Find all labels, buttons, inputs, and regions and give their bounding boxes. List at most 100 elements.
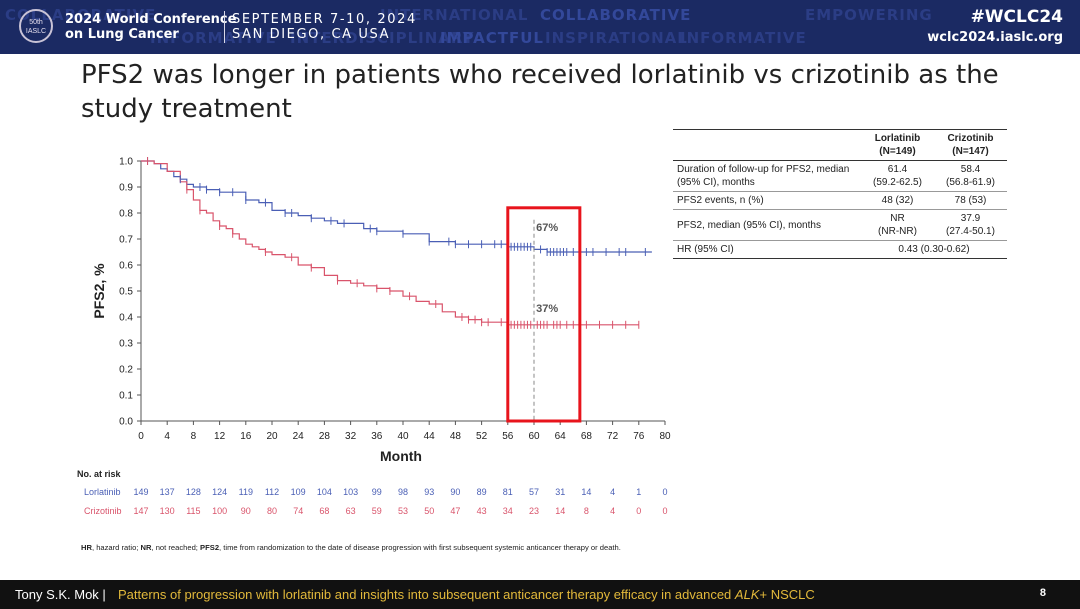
lorlatinib-at-risk-value: 0 <box>662 487 667 497</box>
highlight-box <box>506 206 582 423</box>
banner-ghost-word: INFORMATIVE <box>680 29 807 47</box>
banner-ghost-word: INFORMATIVE <box>150 29 277 47</box>
lorlatinib-landmark-label: 67% <box>536 222 558 234</box>
summary-cell-lorlatinib: NR (NR-NR) <box>878 213 917 237</box>
footnote-pfs2-def: , time from randomization to the date of… <box>219 543 621 552</box>
crizotinib-at-risk-value: 63 <box>346 506 356 516</box>
x-tick-label: 60 <box>528 431 540 442</box>
summary-row-median: PFS2, median (95% CI), months NR (NR-NR)… <box>673 210 1007 241</box>
summary-cell-hr: 0.43 (0.30-0.62) <box>898 244 970 255</box>
conference-website-link[interactable]: wclc2024.iaslc.org <box>927 30 1063 45</box>
crizotinib-at-risk-value: 90 <box>241 506 251 516</box>
y-tick-label: 0.6 <box>119 261 133 272</box>
x-tick-label: 20 <box>266 431 278 442</box>
y-tick-label: 0.4 <box>119 313 133 324</box>
lorlatinib-at-risk-value: 112 <box>265 487 279 497</box>
y-tick-label: 0.9 <box>119 183 133 194</box>
lorlatinib-at-risk-value: 90 <box>450 487 460 497</box>
crizotinib-at-risk-value: 8 <box>584 506 589 516</box>
lorlatinib-at-risk-value: 128 <box>186 487 201 497</box>
x-tick-label: 64 <box>555 431 567 442</box>
crizotinib-at-risk-value: 53 <box>398 506 408 516</box>
presentation-title-end: + NSCLC <box>759 587 815 602</box>
conference-dates-line1: SEPTEMBER 7-10, 2024 <box>232 12 417 27</box>
chart-curves <box>141 160 652 326</box>
crizotinib-at-risk-value: 100 <box>212 506 227 516</box>
speaker-name: Tony S.K. Mok | <box>15 587 106 602</box>
conference-hashtag: #WCLC24 <box>970 7 1063 27</box>
footnote-hr-def: , hazard ratio; <box>91 543 141 552</box>
banner-ghost-word: INSPIRATIONAL <box>545 29 688 47</box>
lorlatinib-at-risk-value: 89 <box>477 487 487 497</box>
x-tick-label: 0 <box>138 431 144 442</box>
lorlatinib-at-risk-value: 99 <box>372 487 382 497</box>
x-axis-title: Month <box>380 448 422 464</box>
iaslc-anniversary-logo: 50th IASLC <box>19 9 53 43</box>
lorlatinib-at-risk-value: 81 <box>503 487 513 497</box>
y-axis-title: PFS2, % <box>91 263 107 319</box>
crizotinib-curve <box>141 160 639 326</box>
x-tick-label: 40 <box>397 431 409 442</box>
crizotinib-at-risk-value: 43 <box>477 506 487 516</box>
conference-location: SAN DIEGO, CA USA <box>232 27 391 42</box>
summary-row-label: PFS2 events, n (%) <box>677 195 764 206</box>
abbreviation-footnote: HR, hazard ratio; NR, not reached; PFS2,… <box>81 543 621 552</box>
summary-row-label: PFS2, median (95% CI), months <box>677 219 821 231</box>
x-tick-label: 48 <box>450 431 462 442</box>
x-tick-label: 56 <box>502 431 514 442</box>
crizotinib-at-risk-value: 0 <box>662 506 667 516</box>
summary-cell-lorlatinib: 48 (32) <box>881 195 914 206</box>
crizotinib-at-risk-value: 130 <box>160 506 175 516</box>
crizotinib-at-risk-value: 68 <box>319 506 329 516</box>
lorlatinib-at-risk-value: 103 <box>343 487 358 497</box>
presentation-title-main: Patterns of progression with lorlatinib … <box>118 587 735 602</box>
lorlatinib-at-risk-value: 137 <box>160 487 175 497</box>
conference-name: 2024 World Conference on Lung Cancer <box>65 12 236 42</box>
crizotinib-at-risk-value: 74 <box>293 506 303 516</box>
footnote-pfs2-abbr: PFS2 <box>200 543 220 552</box>
y-tick-label: 0.8 <box>119 209 133 220</box>
summary-cell-crizotinib: 58.4 (56.8-61.9) <box>946 164 995 188</box>
x-tick-label: 44 <box>424 431 436 442</box>
x-tick-label: 12 <box>214 431 226 442</box>
slide-footer: Tony S.K. Mok | Patterns of progression … <box>0 580 1080 609</box>
crizotinib-at-risk-value: 59 <box>372 506 382 516</box>
lorlatinib-at-risk-value: 104 <box>317 487 332 497</box>
lorlatinib-at-risk-value: 119 <box>239 487 253 497</box>
crizotinib-at-risk-value: 14 <box>555 506 565 516</box>
banner-ghost-word: IMPACTFUL <box>440 29 544 47</box>
x-tick-label: 80 <box>659 431 671 442</box>
km-chart: 0 4 8 12 16 20 24 28 32 36 40 44 48 52 56 60 64 68 72 76 800… <box>77 157 671 517</box>
chart-highlight: 67% 37% <box>506 206 582 423</box>
footnote-hr-abbr: HR <box>81 543 92 552</box>
lorlatinib-at-risk-value: 1 <box>636 487 641 497</box>
x-tick-label: 68 <box>581 431 593 442</box>
crizotinib-at-risk-value: 23 <box>529 506 539 516</box>
presentation-title: Patterns of progression with lorlatinib … <box>118 587 815 602</box>
x-tick-label: 52 <box>476 431 488 442</box>
y-tick-label: 0.3 <box>119 339 133 350</box>
y-tick-label: 0.1 <box>119 391 133 402</box>
lorlatinib-at-risk-value: 31 <box>555 487 565 497</box>
crizotinib-at-risk-value: 47 <box>450 506 460 516</box>
lorlatinib-at-risk-value: 4 <box>610 487 615 497</box>
chart-censor-marks <box>147 157 646 329</box>
crizotinib-at-risk-value: 4 <box>610 506 615 516</box>
summary-cell-crizotinib: 78 (53) <box>954 195 987 206</box>
footnote-nr-abbr: NR <box>140 543 152 552</box>
summary-row-events: PFS2 events, n (%) 48 (32) 78 (53) <box>673 192 1007 210</box>
conference-banner: COLLABORATIVE INTERNATIONAL COLLABORATIV… <box>0 0 1080 54</box>
lorlatinib-at-risk-value: 109 <box>291 487 306 497</box>
y-tick-label: 0.5 <box>119 287 133 298</box>
lorlatinib-at-risk-value: 149 <box>133 487 148 497</box>
y-tick-label: 0.2 <box>119 365 133 376</box>
conference-dates: SEPTEMBER 7-10, 2024 SAN DIEGO, CA USA <box>232 12 417 42</box>
lorlatinib-at-risk-value: 124 <box>212 487 227 497</box>
footnote-nr-def: , not reached; <box>151 543 201 552</box>
banner-ghost-word: EMPOWERING <box>805 6 933 24</box>
x-tick-label: 16 <box>240 431 252 442</box>
summary-cell-crizotinib: 37.9 (27.4-50.1) <box>946 213 995 237</box>
banner-divider <box>224 11 225 43</box>
summary-row-label: Duration of follow-up for PFS2, median (… <box>677 164 850 188</box>
y-tick-label: 0.0 <box>119 417 133 428</box>
